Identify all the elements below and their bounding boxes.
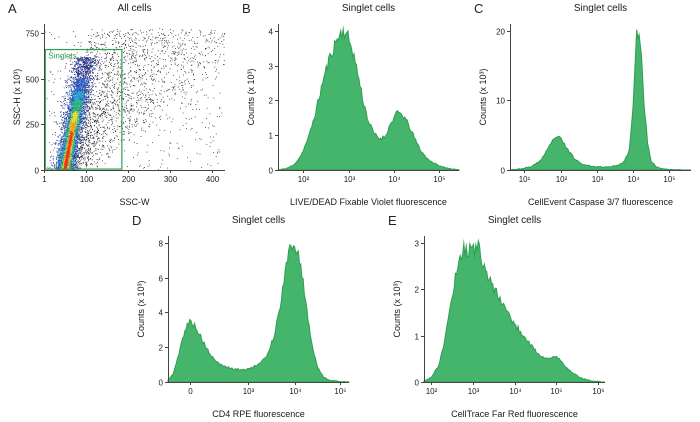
panel-title-a: All cells	[117, 3, 152, 14]
x-axis-label-b: LIVE/DEAD Fixable Violet fluorescence	[290, 197, 447, 207]
histogram-live-dead-violet	[242, 18, 467, 196]
histogram-celltrace-far-red	[388, 230, 613, 408]
y-axis-label-a: SSC-H (x 10³)	[12, 68, 22, 126]
panel-letter-c: C	[474, 1, 484, 16]
y-axis-label-c: Counts (x 10³)	[478, 68, 488, 126]
panel-letter-a: A	[8, 1, 17, 16]
panel-letter-d: D	[132, 213, 142, 228]
panel-title-c: Singlet cells	[573, 3, 628, 14]
x-axis-label-c: CellEvent Caspase 3/7 fluorescence	[527, 197, 674, 207]
x-axis-label-a: SSC-W	[119, 197, 150, 207]
panel-d: D Singlet cells Counts (x 10³) CD4 RPE f…	[132, 213, 357, 422]
density-scatter-plot-ssch-sscw	[8, 18, 233, 196]
histogram-cellevent-caspase	[474, 18, 699, 196]
panel-e: E Singlet cells Counts (x 10³) CellTrace…	[388, 213, 613, 422]
y-axis-label-e: Counts (x 10³)	[392, 280, 402, 338]
histogram-cd4-rpe	[132, 230, 357, 408]
panel-c: C Singlet cells Counts (x 10³) CellEvent…	[474, 1, 699, 210]
panel-title-b: Singlet cells	[341, 3, 396, 14]
y-axis-label-d: Counts (x 10³)	[136, 280, 146, 338]
x-axis-label-d: CD4 RPE fluorescence	[212, 409, 305, 419]
panel-a: A All cells SSC-H (x 10³) SSC-W	[8, 1, 233, 210]
panel-letter-b: B	[242, 1, 251, 16]
panel-title-d: Singlet cells	[231, 215, 286, 226]
panel-title-e: Singlet cells	[487, 215, 542, 226]
x-axis-label-e: CellTrace Far Red fluorescence	[451, 409, 578, 419]
y-axis-label-b: Counts (x 10³)	[246, 68, 256, 126]
panel-b: B Singlet cells Counts (x 10³) LIVE/DEAD…	[242, 1, 467, 210]
panel-letter-e: E	[388, 213, 397, 228]
